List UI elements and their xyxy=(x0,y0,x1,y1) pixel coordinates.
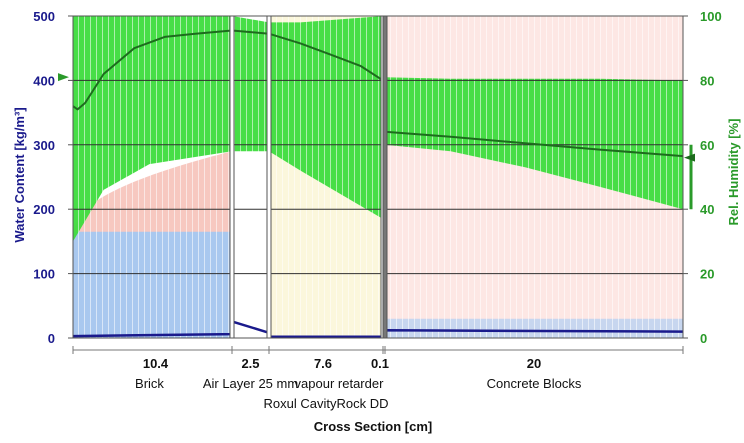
x-axis-title: Cross Section [cm] xyxy=(314,419,432,434)
layer-name-1: Brick xyxy=(135,376,164,391)
tick-label-left-500: 500 xyxy=(33,9,55,24)
layer-name-3: Roxul CavityRock DD xyxy=(264,396,389,411)
boundary-1 xyxy=(229,15,235,339)
y-axis-title-right: Rel. Humidity [%] xyxy=(726,119,741,226)
layer-thickness-2: 2.5 xyxy=(241,356,259,371)
tick-label-right-100: 100 xyxy=(700,9,722,24)
layer-thickness-5: 20 xyxy=(527,356,541,371)
stripe-pattern xyxy=(73,16,683,338)
layer-name-2: Air Layer 25 mm xyxy=(203,376,298,391)
tick-label-right-60: 60 xyxy=(700,138,714,153)
boundary-4 xyxy=(382,15,388,339)
tick-label-right-0: 0 xyxy=(700,331,707,346)
grid-lines xyxy=(73,79,683,275)
tick-label-left-100: 100 xyxy=(33,267,55,282)
left-marker xyxy=(58,73,69,82)
layer-boundaries xyxy=(72,15,684,339)
plot-frame xyxy=(72,15,684,339)
boundary-2 xyxy=(266,15,272,339)
rh-line xyxy=(73,29,683,158)
tick-label-right-40: 40 xyxy=(700,202,714,217)
layer-thickness-1: 10.4 xyxy=(143,356,169,371)
tick-label-left-400: 400 xyxy=(33,73,55,88)
layer-thickness-3: 7.6 xyxy=(314,356,332,371)
layer-name-5: Concrete Blocks xyxy=(487,376,582,391)
tick-label-right-80: 80 xyxy=(700,73,714,88)
layer-thickness-4: 0.1 xyxy=(371,356,389,371)
labels: 0 100 200 300 400 500 0 20 40 60 80 100 10.4 2.5 7.6 0.… xyxy=(12,9,741,434)
layer-name-4: vapour retarder xyxy=(295,376,385,391)
axis-markers xyxy=(58,73,695,210)
axes xyxy=(68,15,688,354)
right-marker xyxy=(684,153,695,162)
y-axis-title-left: Water Content [kg/m³] xyxy=(12,107,27,242)
tick-label-left-200: 200 xyxy=(33,202,55,217)
tick-label-left-300: 300 xyxy=(33,138,55,153)
tick-label-left-0: 0 xyxy=(48,331,55,346)
tick-label-right-20: 20 xyxy=(700,267,714,282)
stripe-overlay xyxy=(73,16,683,338)
